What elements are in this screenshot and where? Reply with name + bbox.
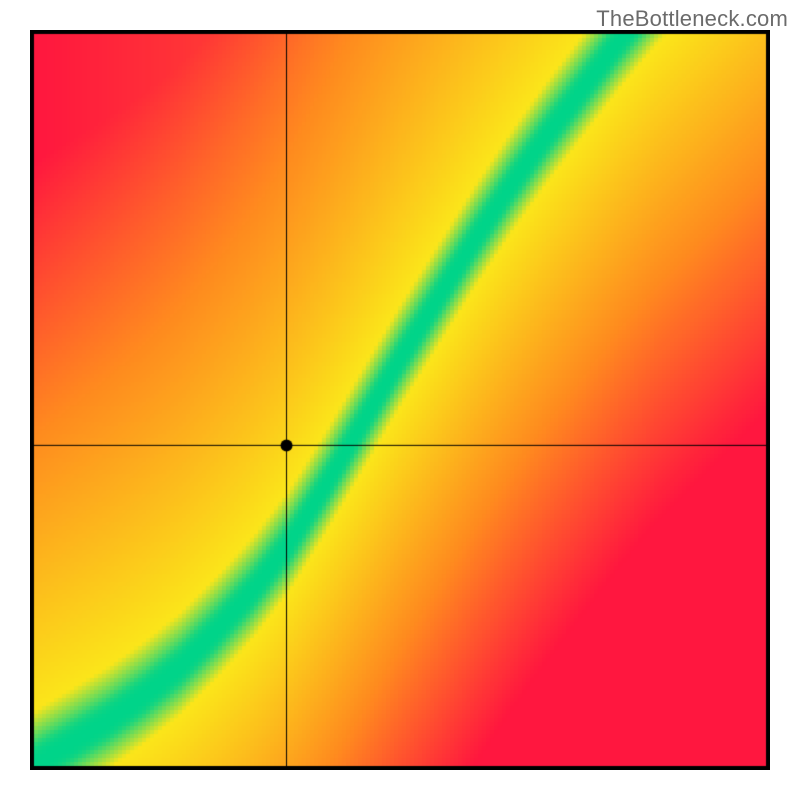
- watermark-text: TheBottleneck.com: [596, 6, 788, 32]
- chart-container: TheBottleneck.com: [0, 0, 800, 800]
- heatmap-plot: [30, 30, 770, 770]
- heatmap-canvas: [30, 30, 770, 770]
